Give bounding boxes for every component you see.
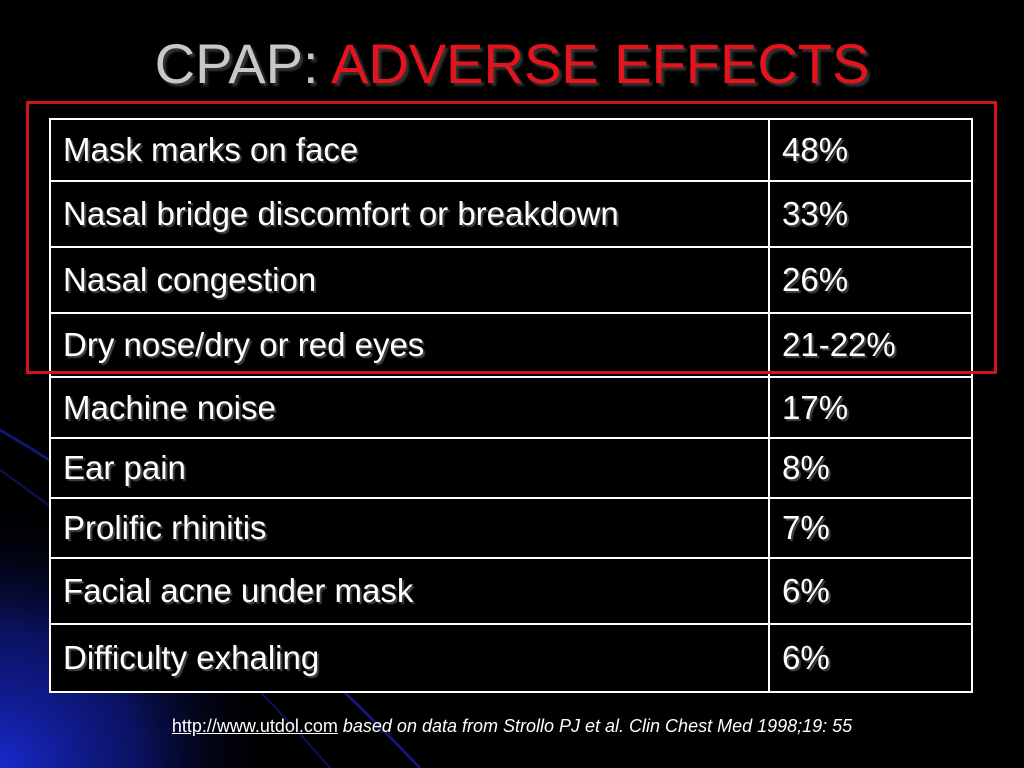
effect-cell: Nasal bridge discomfort or breakdown (49, 180, 770, 248)
effect-cell: Difficulty exhaling (49, 623, 770, 693)
effect-cell: Dry nose/dry or red eyes (49, 312, 770, 378)
title-highlight: ADVERSE EFFECTS (331, 32, 870, 95)
adverse-effects-table: Mask marks on face 48% Nasal bridge disc… (49, 118, 973, 693)
rate-cell: 48% (768, 118, 973, 182)
table-row: Nasal bridge discomfort or breakdown 33% (49, 180, 973, 248)
source-link[interactable]: http://www.utdol.com (171, 716, 338, 736)
rate-cell: 26% (768, 246, 973, 314)
rate-cell: 6% (768, 623, 973, 693)
effect-cell: Facial acne under mask (49, 557, 770, 625)
effect-cell: Ear pain (49, 437, 770, 499)
rate-cell: 6% (768, 557, 973, 625)
rate-cell: 33% (768, 180, 973, 248)
title-prefix: CPAP: (154, 32, 332, 95)
table-row: Prolific rhinitis 7% (49, 497, 973, 559)
table-row: Machine noise 17% (49, 376, 973, 439)
rate-cell: 21-22% (768, 312, 973, 378)
effect-cell: Nasal congestion (49, 246, 770, 314)
slide-title: CPAP: ADVERSE EFFECTS (0, 28, 1024, 100)
table-row: Nasal congestion 26% (49, 246, 973, 314)
effect-cell: Mask marks on face (49, 118, 770, 182)
table-row: Facial acne under mask 6% (49, 557, 973, 625)
effect-cell: Machine noise (49, 376, 770, 439)
source-citation: based on data from Strollo PJ et al. Cli… (337, 716, 853, 736)
table-row: Ear pain 8% (49, 437, 973, 499)
table-row: Dry nose/dry or red eyes 21-22% (49, 312, 973, 378)
source-footnote: http://www.utdol.com based on data from … (0, 716, 1024, 737)
rate-cell: 7% (768, 497, 973, 559)
rate-cell: 8% (768, 437, 973, 499)
table-row: Mask marks on face 48% (49, 118, 973, 182)
effect-cell: Prolific rhinitis (49, 497, 770, 559)
table-row: Difficulty exhaling 6% (49, 623, 973, 693)
rate-cell: 17% (768, 376, 973, 439)
